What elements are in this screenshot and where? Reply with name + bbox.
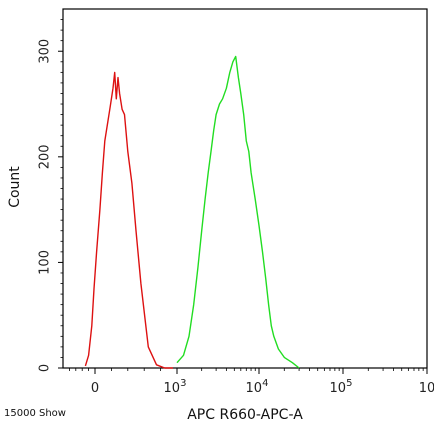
y-tick-label-0: 0 xyxy=(38,364,53,372)
x-tick-exponent-2: 4 xyxy=(262,378,268,389)
y-axis: 0 100 200 300 xyxy=(38,19,63,372)
x-tick-exponent-1: 3 xyxy=(180,378,186,389)
footer-label: 15000 Show xyxy=(4,408,66,419)
series-line-1 xyxy=(176,55,300,369)
x-tick-label-2: 104 xyxy=(246,378,269,396)
x-tick-exponent-3: 5 xyxy=(346,378,352,389)
x-axis-title: APC R660-APC-A xyxy=(187,407,303,423)
x-tick-label-1: 103 xyxy=(164,378,187,396)
y-tick-label-1: 100 xyxy=(38,250,53,275)
x-axis: 0 103 104 105 10 xyxy=(69,368,434,396)
x-tick-label-3: 105 xyxy=(330,378,353,396)
x-tick-label-0: 0 xyxy=(91,381,99,396)
y-tick-label-2: 200 xyxy=(38,144,53,169)
series-layer xyxy=(84,55,300,369)
series-line-0 xyxy=(84,71,173,369)
plot-area xyxy=(62,8,428,369)
plot-frame xyxy=(62,8,428,369)
x-tick-label-4: 10 xyxy=(419,381,434,396)
y-tick-label-3: 300 xyxy=(38,39,53,64)
y-axis-title: Count xyxy=(7,166,23,208)
